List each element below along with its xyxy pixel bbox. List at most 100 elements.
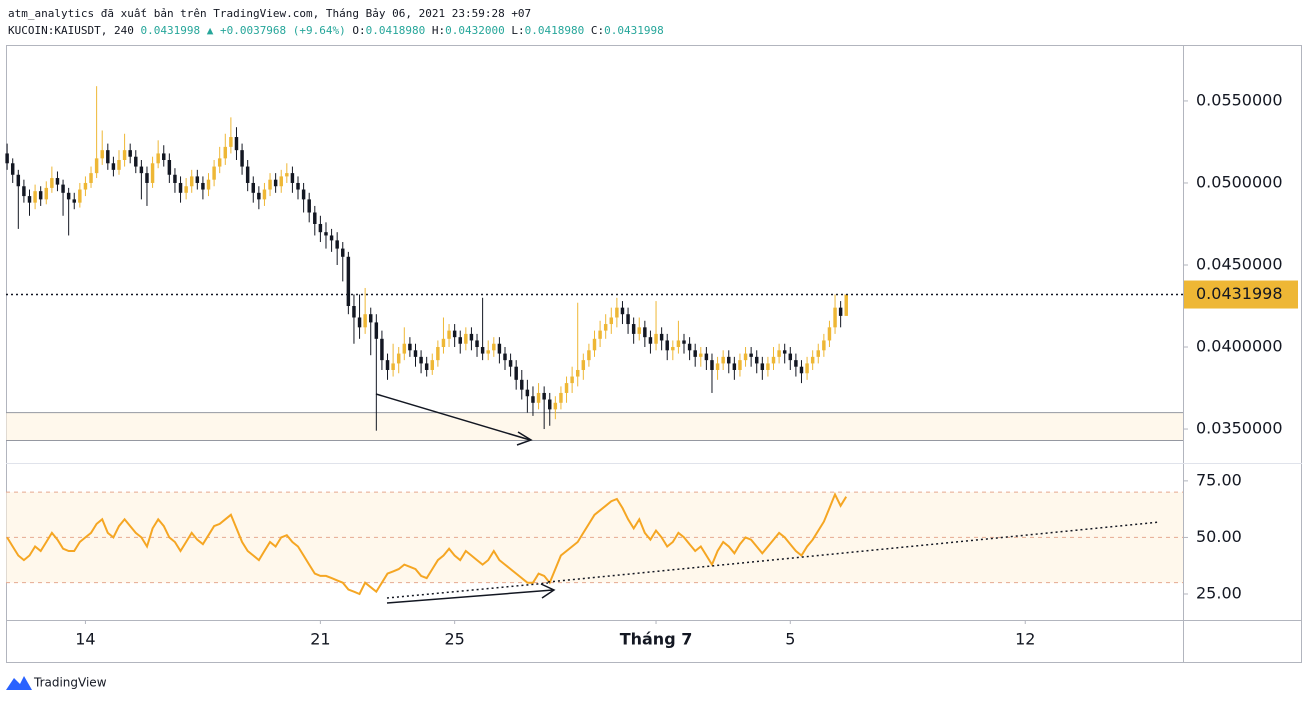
candle-body — [78, 189, 82, 203]
candle-body — [833, 307, 837, 328]
ohlc-high: 0.0432000 — [445, 24, 505, 37]
candle-body — [72, 199, 76, 203]
candle-body — [27, 196, 32, 203]
candle-body — [268, 179, 272, 190]
candle-body — [710, 360, 714, 370]
candle-body — [542, 392, 546, 400]
x-tick-label: 25 — [444, 630, 464, 649]
plot-layer: 0.0350000 0.0400000 0.0450000 0.0500000 0.05… — [5, 86, 1298, 649]
candle-body — [374, 322, 379, 339]
candle-body — [402, 343, 407, 354]
candle-body — [782, 350, 787, 354]
candle-body — [290, 173, 295, 183]
candle-body — [66, 192, 71, 200]
candle-body — [738, 360, 742, 370]
candle-body — [329, 235, 334, 241]
candle-body — [548, 399, 552, 410]
last-price-label: 0.0431998 — [1196, 284, 1283, 303]
candle-body — [570, 376, 574, 384]
candle-body — [682, 340, 686, 344]
x-tick-label: 12 — [1015, 630, 1035, 649]
candle-body — [307, 199, 311, 213]
candle-body — [100, 150, 104, 159]
candle-body — [838, 307, 843, 316]
annotations — [375, 393, 1161, 604]
candle-body — [178, 182, 183, 193]
rsi-line — [6, 491, 848, 596]
candle-body — [162, 153, 166, 160]
candle-body — [609, 317, 614, 325]
candle-body — [128, 150, 132, 157]
candle-body — [615, 307, 619, 318]
candle-body — [217, 158, 222, 167]
candle-body — [251, 182, 255, 193]
candle-body — [805, 363, 809, 374]
y-tick-label: 25.00 — [1196, 583, 1242, 602]
y-tick-label: 75.00 — [1196, 470, 1242, 489]
ohlc-open: 0.0418980 — [366, 24, 426, 37]
candle-body — [173, 174, 177, 183]
candle-body — [408, 343, 412, 351]
candle-body — [257, 192, 261, 200]
candle-body — [189, 176, 194, 187]
candle-body — [458, 337, 462, 344]
ohlc-close: 0.0431998 — [604, 24, 664, 37]
candle-body — [749, 353, 753, 357]
y-tick-label: 0.0400000 — [1196, 337, 1283, 356]
ohlc-high-label: H: — [432, 24, 445, 37]
y-tick-label: 50.00 — [1196, 527, 1242, 546]
candle-body — [122, 150, 127, 160]
candle-body — [520, 379, 524, 390]
candle-body — [139, 166, 144, 174]
candle-body — [229, 137, 233, 147]
candle-body — [564, 383, 569, 393]
candle-body — [508, 360, 513, 367]
candle-body — [313, 212, 317, 224]
candle-body — [346, 256, 351, 307]
candle-body — [816, 350, 820, 357]
candle-body — [665, 340, 669, 351]
candle-body — [503, 353, 507, 361]
candle-body — [240, 150, 244, 167]
candle-body — [150, 163, 155, 183]
candle-body — [369, 314, 373, 323]
candle-body — [419, 356, 423, 364]
candle-body — [234, 137, 239, 151]
candle-body — [38, 191, 43, 200]
candle-body — [525, 389, 530, 397]
y-tick-label: 0.0550000 — [1196, 90, 1283, 109]
candle-body — [492, 343, 496, 351]
candle-body — [167, 159, 172, 175]
candle-body — [83, 182, 88, 190]
candle-body — [44, 187, 49, 200]
change: +0.0037968 (+9.64%) — [220, 24, 346, 37]
candle-body — [637, 327, 641, 334]
ohlc-low: 0.0418980 — [525, 24, 585, 37]
x-tick-label: Tháng 7 — [620, 630, 693, 649]
up-arrow: ▲ — [207, 24, 214, 37]
candle-body — [318, 223, 323, 233]
candle-body — [424, 363, 429, 370]
candle-body — [536, 392, 541, 403]
support-zone — [6, 412, 1183, 441]
candle-body — [754, 356, 759, 364]
candle-body — [396, 353, 401, 364]
candle-body — [10, 163, 15, 175]
x-tick-label: 14 — [75, 630, 95, 649]
candle-body — [89, 173, 93, 183]
publisher: atm_analytics đã xuất bản trên TradingVi… — [8, 7, 531, 20]
candle-body — [788, 353, 793, 361]
candle-body — [61, 184, 65, 193]
candle-body — [106, 150, 110, 164]
rsi-dotted-line — [386, 582, 549, 599]
ohlc-low-label: L: — [511, 24, 524, 37]
candle-body — [296, 182, 300, 190]
candle-body — [223, 146, 228, 159]
candle-body — [575, 369, 580, 377]
ohlc-open-label: O: — [352, 24, 365, 37]
candle-body — [480, 347, 485, 354]
arrow-head — [540, 583, 556, 599]
x-tick-label: 5 — [785, 630, 795, 649]
candle-body — [341, 248, 345, 257]
candle-body — [654, 333, 658, 344]
